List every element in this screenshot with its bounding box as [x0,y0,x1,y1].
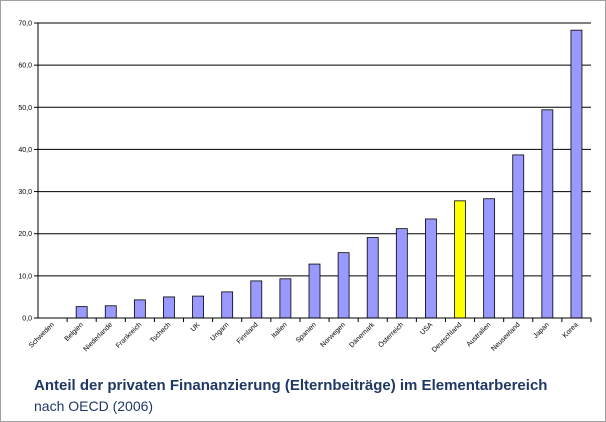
tick-labels: 0,0 10,0 20,0 30,0 40,0 50,0 60,0 70,0 Schweden B… [18,21,580,354]
bar-niederlande [104,305,117,319]
x-tick-label: Korea [562,321,580,339]
chart-subtitle: nach OECD (2006) [34,398,154,414]
x-tick-label: Italien [271,321,289,339]
x-tick-label: Dänemark [348,321,376,349]
chart-title: Anteil der privaten Finananzierung (Elte… [34,377,548,394]
y-tick-label: 20,0 [18,231,32,238]
y-tick-label: 60,0 [18,63,32,70]
bar-norwegen [337,252,350,319]
y-tick-label: 40,0 [18,147,32,154]
axes [34,22,592,322]
gridlines [38,22,591,277]
bar-japan [541,109,554,319]
y-tick-label: 30,0 [18,189,32,196]
x-tick-label: Australien [466,321,493,348]
bar-finnland [250,280,263,319]
bar-österreich [395,228,408,319]
x-tick-label: Norwegen [319,321,347,349]
y-tick-label: 70,0 [18,21,32,28]
x-tick-label: Österreich [377,321,406,350]
bar-dänemark [366,237,379,319]
bar-chart: 0,0 10,0 20,0 30,0 40,0 50,0 60,0 70,0 Schweden B… [18,21,592,354]
bar-belgien [75,306,88,319]
bar-australien [483,198,496,319]
bar-ungarn [221,291,234,319]
x-tick-label: Neuseeland [490,321,521,352]
bar-korea [570,29,583,319]
x-tick-label: USA [419,321,434,336]
x-tick-label: Finnland [236,321,260,345]
y-tick-label: 0,0 [22,316,32,323]
bar-frankreich [133,299,146,319]
x-tick-label: Ungarn [209,321,230,342]
bar-usa [425,218,437,319]
bar-deutschland [454,200,466,319]
x-tick-label: Deutschland [431,321,464,354]
x-tick-label: Spanien [295,321,318,344]
x-tick-label: UK [190,321,202,333]
bar-tschech [163,296,175,319]
bars [75,29,583,319]
bar-italien [279,278,292,319]
bar-uk [192,295,204,319]
bar-spanien [308,263,321,319]
x-tick-label: Frankreich [115,321,143,349]
x-tick-label: Japan [532,321,551,340]
y-tick-label: 50,0 [18,105,32,112]
x-tick-label: Niederlande [83,321,115,353]
bar-neuseeland [512,154,525,319]
x-tick-label: Tschech [149,321,172,344]
x-tick-label: Belgien [64,321,86,343]
y-tick-label: 10,0 [18,273,32,280]
x-tick-label: Schweden [28,321,56,349]
